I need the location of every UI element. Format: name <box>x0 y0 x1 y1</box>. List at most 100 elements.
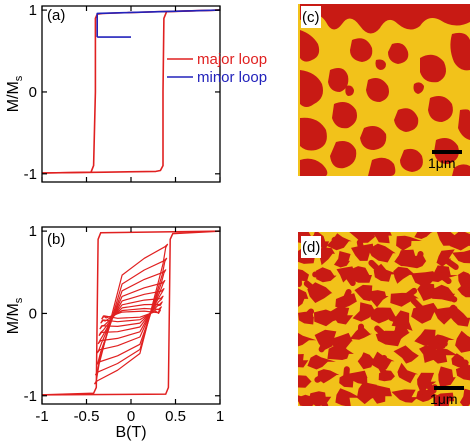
domain-strand <box>318 336 331 353</box>
panel-b-ylabel: M/Ms <box>5 297 25 334</box>
legend: major loop minor loop <box>167 51 267 86</box>
domain-blob <box>298 332 317 347</box>
domain-blob <box>459 388 470 406</box>
domain-blob <box>391 389 418 403</box>
domain-strand <box>331 236 342 245</box>
domain-blob <box>356 382 384 405</box>
domain-strand <box>376 361 389 380</box>
major-loop-line <box>42 9 220 174</box>
domain-blob <box>369 307 396 324</box>
domain-strand <box>388 315 407 325</box>
y-tick-label: -1 <box>24 166 37 183</box>
minor-loop-4 <box>96 279 166 354</box>
domain-blob <box>357 352 375 370</box>
domain-strand <box>342 366 350 384</box>
major-loop-ascending <box>42 230 220 396</box>
domain-blob <box>449 232 470 251</box>
domain-blob <box>396 235 422 251</box>
domain-strand <box>460 238 470 246</box>
domain-blob <box>298 288 309 307</box>
y-tick-label: -1 <box>24 388 37 405</box>
domain-strand <box>302 308 315 320</box>
domain-blob <box>393 266 416 284</box>
panel-c-letter: (c) <box>302 9 320 26</box>
panel-c-scale-label: 1μm <box>428 155 456 171</box>
domain-strand <box>435 337 448 347</box>
x-tick-label: 0.5 <box>165 408 186 425</box>
panel-a-ticks: -1 0 1 <box>24 2 221 183</box>
panel-d-image: (d) 1μm <box>298 232 470 407</box>
panel-a-ylabel-main: M/M <box>5 81 22 112</box>
domain-strand <box>341 289 352 305</box>
panel-c-domains <box>300 4 470 176</box>
domain-blob <box>455 330 470 353</box>
minor-loop-3 <box>95 269 167 366</box>
domain-strand <box>374 325 391 341</box>
panel-c-image: (c) 1μm <box>298 4 470 176</box>
domain-strand <box>440 290 458 303</box>
domain-blob <box>349 232 376 243</box>
domain-blob <box>447 306 470 327</box>
domain-blob <box>371 385 392 404</box>
legend-minor-label: minor loop <box>197 69 267 86</box>
panel-b-ylabel-sub: s <box>13 297 25 303</box>
panel-d-domains <box>298 232 470 406</box>
panel-b-letter: (b) <box>47 231 65 248</box>
minor-loop-7 <box>99 301 163 330</box>
domain-blob <box>352 302 377 322</box>
domain-strand <box>342 269 356 286</box>
domain-strand <box>410 297 428 316</box>
domain-strand <box>356 239 365 256</box>
domain-strand <box>459 278 470 296</box>
domain-strand <box>415 251 424 264</box>
domain-strand <box>298 337 302 345</box>
panel-a-chart: -1 0 1 (a) M/Ms major loop minor loop <box>5 2 267 183</box>
domain-strand <box>317 393 329 406</box>
minor-loop-2 <box>94 257 168 376</box>
y-tick-label: 1 <box>29 2 37 19</box>
domain-strand <box>312 271 328 279</box>
domain-blob <box>298 354 309 368</box>
domain-blob <box>327 342 354 360</box>
domain-blob <box>452 250 470 264</box>
domain-strand <box>437 272 452 285</box>
domain-blob <box>348 266 372 283</box>
svg-text:M/Ms: M/Ms <box>5 297 25 334</box>
panel-a-letter: (a) <box>47 7 65 24</box>
domain-strand <box>422 384 438 399</box>
panel-a-ylabel: M/Ms <box>5 75 25 112</box>
svg-text:M/Ms: M/Ms <box>5 75 25 112</box>
minor-loop-8 <box>100 306 162 324</box>
minor-loop-5 <box>97 288 165 345</box>
domain-strand <box>336 300 346 319</box>
major-loop-descending <box>42 230 220 396</box>
domain-blob <box>438 366 456 388</box>
y-tick-label: 0 <box>29 305 37 322</box>
panel-a-frame <box>41 5 221 183</box>
domain-blob <box>397 362 419 384</box>
domain-blob <box>372 232 392 244</box>
domain-strand <box>439 398 447 406</box>
domain-blob <box>431 347 458 364</box>
domain-strand <box>373 246 384 257</box>
domain-blob <box>354 284 374 302</box>
domain-strand <box>303 280 322 297</box>
panel-b-xlabel: B(T) <box>115 424 146 441</box>
panel-d-label-bg <box>301 236 321 258</box>
panel-b-ticks: -1 0 1 -1 -0.5 0 0.5 1 <box>24 223 225 425</box>
panel-d-scale-label: 1μm <box>430 391 458 407</box>
y-tick-label: 0 <box>29 84 37 101</box>
domain-blob <box>414 232 433 239</box>
panel-a-ylabel-sub: s <box>13 75 25 81</box>
legend-major-label: major loop <box>197 51 267 68</box>
panel-b-frame <box>41 226 221 405</box>
domain-strand <box>314 372 329 383</box>
domain-strand <box>462 359 469 376</box>
domain-strand <box>368 259 387 278</box>
domain-blob <box>393 345 419 364</box>
minor-loop-line <box>96 9 220 38</box>
domain-strand <box>440 255 459 270</box>
y-tick-label: 1 <box>29 223 37 240</box>
x-tick-label: 0 <box>127 408 135 425</box>
domain-strand <box>298 395 311 405</box>
